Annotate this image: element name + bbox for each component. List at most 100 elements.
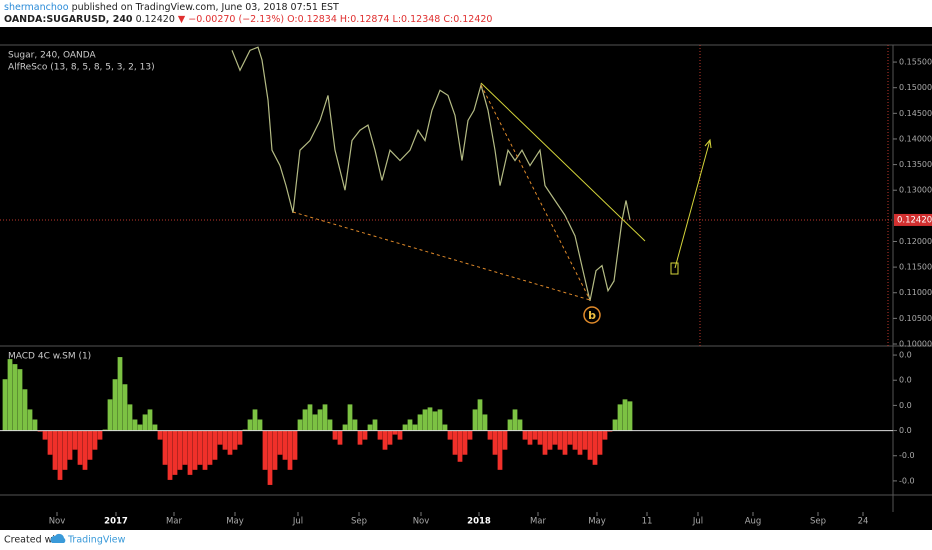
macd-bar [407, 419, 413, 431]
macd-bar [172, 430, 178, 475]
macd-bar [482, 414, 488, 431]
y-tick-label: -0.0 [899, 451, 915, 460]
macd-bar [467, 430, 473, 440]
macd-bar [107, 399, 113, 431]
macd-bar [592, 430, 598, 465]
target-box [670, 262, 679, 275]
macd-bar [612, 419, 618, 431]
indicator-label: MACD 4C w.SM (1) [8, 352, 91, 362]
macd-bar [472, 409, 478, 431]
macd-bar [42, 430, 48, 440]
dashed-line [480, 84, 591, 301]
macd-bar [32, 419, 38, 431]
published: published on TradingView.com, June 03, 2… [72, 2, 339, 13]
macd-bar [497, 430, 503, 470]
macd-bar [552, 430, 558, 445]
header-bg [0, 0, 932, 27]
macd-bar [557, 430, 563, 450]
macd-bar [412, 424, 418, 431]
y-tick-label: 0.0 [899, 376, 912, 385]
macd-bar [362, 430, 368, 440]
macd-bar [432, 411, 438, 431]
y-tick-label: 0.0 [899, 401, 912, 410]
macd-bar [452, 430, 458, 455]
macd-bar [257, 419, 263, 431]
macd-bar [512, 409, 518, 431]
macd-bar [137, 424, 143, 431]
y-tick-label: 0.10500 [899, 314, 932, 323]
macd-bar [102, 429, 108, 431]
x-tick-label: Sep [351, 517, 367, 527]
y-tick-label: 0.11000 [899, 288, 932, 297]
y-tick-label: 0.15000 [899, 83, 932, 92]
macd-bar [227, 430, 233, 455]
macd-bar [342, 424, 348, 431]
last-price-label: 0.12420 [897, 215, 932, 225]
footer-brand[interactable]: TradingView [67, 535, 126, 546]
macd-bar [192, 430, 198, 470]
macd-bar [22, 389, 28, 431]
macd-bar [282, 430, 288, 460]
footer-text: Created with [4, 535, 65, 546]
x-tick-label: Mar [530, 517, 547, 527]
y-tick-label: 0.0 [899, 426, 912, 435]
macd-bar [457, 430, 463, 462]
drawings: b [292, 82, 712, 324]
macd-bar [242, 429, 248, 431]
header-line: shermanchoo published on TradingView.com… [4, 2, 339, 13]
macd-bar [272, 430, 278, 470]
last-price-box [894, 213, 932, 226]
macd-bar [562, 430, 568, 455]
macd-bar [7, 359, 13, 431]
wave-label: b [588, 309, 596, 322]
macd-bar [597, 430, 603, 455]
y-tick-label: 0.13500 [899, 160, 932, 169]
macd-bar [237, 430, 243, 445]
macd-bar [247, 419, 253, 431]
macd-bar [382, 430, 388, 450]
macd-bar [97, 430, 103, 440]
macd-bar [357, 430, 363, 445]
x-tick-label: Jul [292, 517, 303, 527]
macd-bar [537, 430, 543, 445]
author[interactable]: shermanchoo [4, 2, 69, 13]
macd-bar [37, 430, 43, 432]
macd-bar [422, 409, 428, 431]
symbol: OANDA:SUGARUSD, 240 [4, 14, 133, 25]
macd-bar [522, 430, 528, 440]
macd-bar [262, 430, 268, 470]
macd-bar [627, 401, 633, 431]
macd-bar [547, 430, 553, 450]
x-tick-label: Mar [166, 517, 183, 527]
x-tick-label: May [588, 517, 606, 527]
macd-bar [232, 430, 238, 450]
y-tick-label: 0.13000 [899, 186, 932, 195]
macd-bar [377, 430, 383, 440]
macd-bar [252, 409, 258, 431]
macd-bar [222, 430, 228, 450]
macd-bar [117, 357, 123, 431]
macd-bar [112, 379, 118, 431]
y-tick-label: 0.10000 [899, 340, 932, 349]
trend-line [480, 82, 646, 242]
macd-bar [492, 430, 498, 455]
macd-bar [307, 404, 313, 431]
x-tick-label: Sep [810, 517, 826, 527]
macd-bar [212, 430, 218, 460]
macd-bar [127, 404, 133, 431]
footer-bg [0, 530, 932, 550]
last: 0.12420 [136, 14, 175, 25]
macd-bar [177, 430, 183, 470]
macd-bar [297, 419, 303, 431]
macd-bar [202, 430, 208, 470]
y-tick-label: 0.14000 [899, 134, 932, 143]
macd-bar [587, 430, 593, 460]
macd-bar [142, 414, 148, 431]
macd-bar [402, 424, 408, 431]
macd-bar [87, 430, 93, 460]
macd-bar [312, 414, 318, 431]
macd-bar [27, 409, 33, 431]
macd-bar [17, 369, 23, 431]
projection-line [674, 139, 711, 269]
